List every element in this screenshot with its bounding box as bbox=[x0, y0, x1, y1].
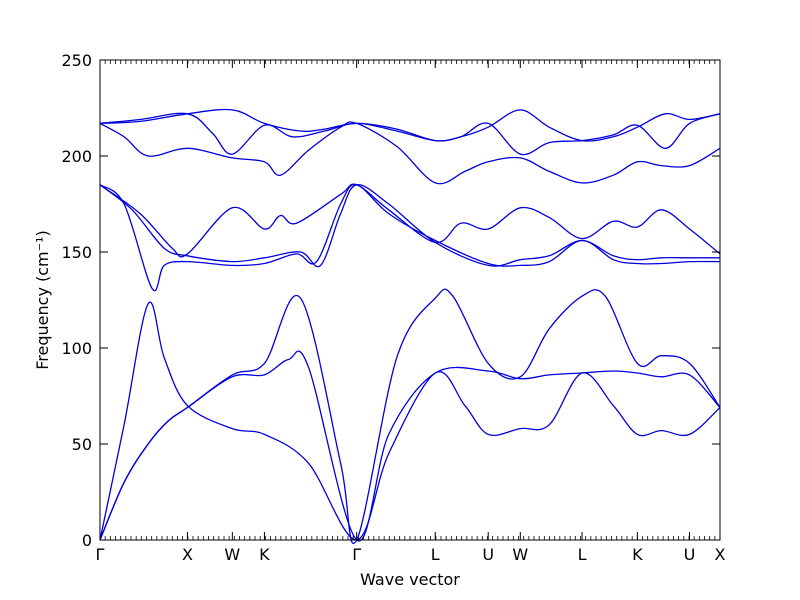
band-line-3 bbox=[99, 288, 721, 544]
band-line-1 bbox=[99, 301, 721, 541]
band-line-7 bbox=[99, 121, 721, 185]
x-tick-label: Γ bbox=[96, 545, 105, 564]
x-tick-label: L bbox=[578, 545, 587, 564]
band-line-9 bbox=[99, 108, 721, 142]
x-tick-label: U bbox=[684, 545, 696, 564]
plot-frame bbox=[99, 59, 721, 541]
bands-group bbox=[99, 108, 721, 544]
y-tick-label: 0 bbox=[82, 531, 92, 550]
y-tick-label: 100 bbox=[61, 339, 92, 358]
x-tick-label: K bbox=[259, 545, 270, 564]
x-tick-label: K bbox=[632, 545, 643, 564]
x-tick-label: U bbox=[482, 545, 494, 564]
y-tick-label: 150 bbox=[61, 243, 92, 262]
x-tick-label: X bbox=[715, 545, 726, 564]
y-tick-label: 250 bbox=[61, 51, 92, 70]
y-axis-label: Frequency (cm⁻¹) bbox=[33, 230, 52, 369]
x-tick-label: W bbox=[224, 545, 240, 564]
x-tick-label: Γ bbox=[352, 545, 361, 564]
plot-area bbox=[100, 60, 720, 540]
x-tick-label: W bbox=[512, 545, 528, 564]
band-line-6 bbox=[99, 183, 721, 258]
x-axis-label: Wave vector bbox=[360, 570, 460, 589]
x-tick-label: X bbox=[182, 545, 193, 564]
y-tick-label: 50 bbox=[72, 435, 92, 454]
y-tick-label: 200 bbox=[61, 147, 92, 166]
x-tick-label: L bbox=[431, 545, 440, 564]
band-line-5 bbox=[99, 184, 720, 268]
